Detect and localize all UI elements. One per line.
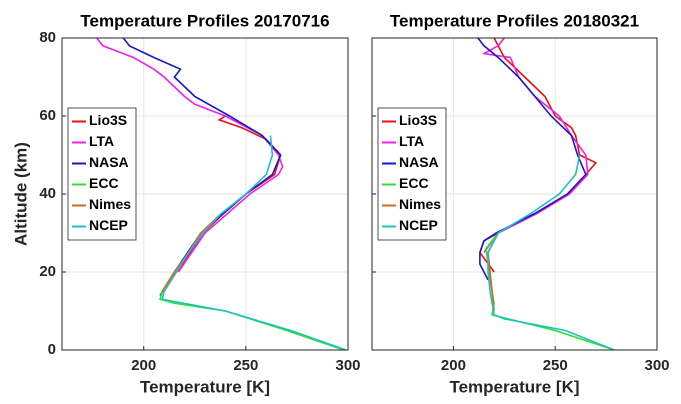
- profile-line: [481, 37, 589, 253]
- legend-box: [67, 107, 137, 241]
- profile-line: [96, 37, 284, 273]
- x-tick-label: 300: [335, 357, 360, 374]
- chart-title: Temperature Profiles 20180321: [390, 11, 639, 30]
- y-axis-label: Altitude (km): [11, 142, 30, 246]
- legend-label: LTA: [89, 133, 114, 149]
- axes-frame: [371, 37, 658, 351]
- y-tick-label: 80: [39, 29, 56, 46]
- x-tick-label: 300: [644, 357, 669, 374]
- y-tick-label: 20: [39, 263, 56, 280]
- profile-line: [477, 37, 587, 281]
- x-tick-label: 200: [131, 357, 156, 374]
- legend-label: NASA: [399, 154, 439, 170]
- legend-box: [377, 107, 447, 241]
- legend-label: NCEP: [399, 217, 438, 233]
- profile-line: [487, 154, 615, 351]
- x-tick-label: 200: [441, 357, 466, 374]
- y-tick-label: 40: [39, 185, 56, 202]
- y-tick-label: 60: [39, 107, 56, 124]
- legend-label: Nimes: [89, 196, 131, 212]
- legend-label: ECC: [399, 175, 429, 191]
- legend-label: ECC: [89, 175, 119, 191]
- profile-line: [161, 135, 347, 351]
- x-tick-label: 250: [543, 357, 568, 374]
- legend-label: NCEP: [89, 217, 128, 233]
- axes-frame: [61, 37, 349, 351]
- legend-label: NASA: [89, 154, 129, 170]
- legend-label: Lio3S: [399, 112, 437, 128]
- chart-title: Temperature Profiles 20170716: [80, 11, 329, 30]
- y-tick-label: 0: [48, 341, 56, 358]
- legend-label: LTA: [399, 133, 424, 149]
- legend-label: Lio3S: [89, 112, 127, 128]
- x-axis-label: Temperature [K]: [449, 377, 579, 396]
- x-axis-label: Temperature [K]: [140, 377, 270, 396]
- legend-label: Nimes: [399, 196, 441, 212]
- x-tick-label: 250: [233, 357, 258, 374]
